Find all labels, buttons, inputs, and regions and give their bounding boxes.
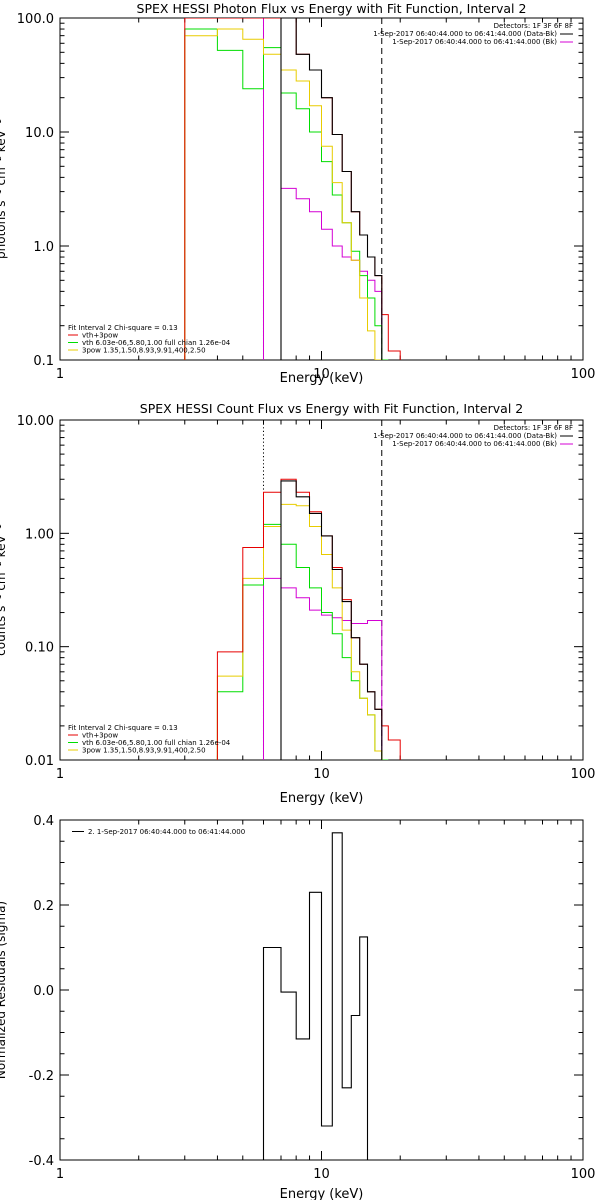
y-tick-label: 1.00 [25, 527, 54, 542]
x-tick-label: 1 [56, 367, 64, 382]
y-axis-label: photons s⁻¹ cm⁻² keV⁻¹ [0, 119, 8, 259]
y-tick-label: 0.2 [33, 899, 54, 914]
y-tick-label: 0.1 [33, 354, 54, 369]
fit-chisq-label: Fit Interval 2 Chi-square = 0.13 [68, 324, 178, 332]
data-interval-label: 1-Sep-2017 06:40:44.000 to 06:41:44.000 … [373, 432, 557, 440]
series-data [280, 480, 383, 760]
y-tick-label: 10.00 [17, 414, 54, 429]
series-nonthermal [216, 503, 383, 760]
y-tick-label: 0.10 [25, 641, 54, 656]
x-tick-label: 1 [56, 1167, 64, 1182]
x-tick-label: 10 [313, 1167, 330, 1182]
chart-panel-3: 1 10 100 Energy (keV) -0.4 -0.2 0.0 0.2 0.4 Norma… [0, 814, 595, 1200]
y-tick-label: 10.0 [25, 126, 54, 141]
detectors-label: Detectors: 1F 3F 6F 8F [494, 424, 573, 432]
x-tick-label: 100 [571, 767, 596, 782]
y-tick-label: 100.0 [17, 12, 54, 27]
x-tick-label: 10 [313, 767, 330, 782]
chart-panel-1: SPEX HESSI Photon Flux vs Energy with Fi… [0, 1, 595, 386]
y-tick-label: 0.01 [25, 754, 54, 769]
chart-title: SPEX HESSI Count Flux vs Energy with Fit… [140, 401, 523, 416]
series-group [184, 18, 401, 360]
background-interval-label: 1-Sep-2017 06:40:44.000 to 06:41:44.000 … [392, 440, 557, 448]
detectors-label: Detectors: 1F 3F 6F 8F [494, 22, 573, 30]
series-total [216, 478, 401, 760]
y-tick-label: -0.2 [29, 1069, 54, 1084]
series-group [216, 478, 401, 760]
y-tick-label: 1.0 [33, 240, 54, 255]
y-tick-label: 0.0 [33, 984, 54, 999]
x-tick-label: 100 [571, 367, 596, 382]
chart-title: SPEX HESSI Photon Flux vs Energy with Fi… [137, 1, 527, 16]
fit-chisq-label: Fit Interval 2 Chi-square = 0.13 [68, 724, 178, 732]
x-tick-label: 100 [571, 1167, 596, 1182]
y-axis-label: counts s⁻¹ cm⁻² keV⁻¹ [0, 524, 8, 656]
fit-legend-entry: vth+3pow [82, 732, 118, 740]
series-data [262, 832, 369, 1160]
fit-legend-entry: 3pow 1.35,1.50,8.93,9.91,400,2.50 [82, 347, 206, 355]
y-axis-label: Normalized Residuals (sigma) [0, 901, 8, 1079]
series-background [263, 18, 383, 360]
fit-legend-entry: vth+3pow [82, 332, 118, 340]
background-interval-label: 1-Sep-2017 06:40:44.000 to 06:41:44.000 … [392, 38, 557, 46]
series-thermal [184, 28, 389, 360]
fit-legend-entry: vth 6.03e-06,5.80,1.00 full chian 1.26e-… [82, 339, 231, 347]
data-interval-label: 1-Sep-2017 06:40:44.000 to 06:41:44.000 … [373, 30, 557, 38]
y-tick-label: -0.4 [29, 1154, 54, 1169]
axes-frame [59, 17, 584, 361]
series-nonthermal [184, 28, 382, 360]
fit-legend-entry: vth 6.03e-06,5.80,1.00 full chian 1.26e-… [82, 739, 231, 747]
x-tick-label: 10 [313, 367, 330, 382]
x-axis-label: Energy (keV) [280, 1187, 364, 1200]
series-data [280, 18, 383, 360]
x-tick-label: 1 [56, 767, 64, 782]
chart-panel-2: SPEX HESSI Count Flux vs Energy with Fit… [0, 401, 595, 806]
x-axis-label: Energy (keV) [280, 371, 364, 386]
series-group [262, 832, 369, 1160]
x-axis-label: Energy (keV) [280, 791, 364, 806]
fit-legend-entry: 3pow 1.35,1.50,8.93,9.91,400,2.50 [82, 747, 206, 755]
residual-legend-label: 2. 1-Sep-2017 06:40:44.000 to 06:41:44.0… [88, 828, 245, 836]
y-tick-label: 0.4 [33, 814, 54, 829]
